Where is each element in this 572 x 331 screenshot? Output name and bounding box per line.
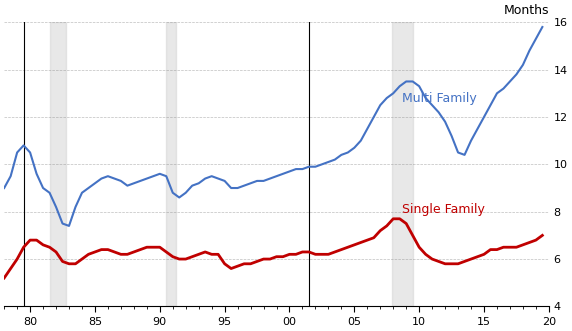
Bar (166, 22, 176, 307)
Text: Months: Months (503, 4, 549, 17)
Text: Multi Family: Multi Family (402, 92, 476, 105)
Bar (392, 22, 412, 307)
Bar (50, 22, 66, 307)
Text: Single Family: Single Family (402, 203, 484, 215)
